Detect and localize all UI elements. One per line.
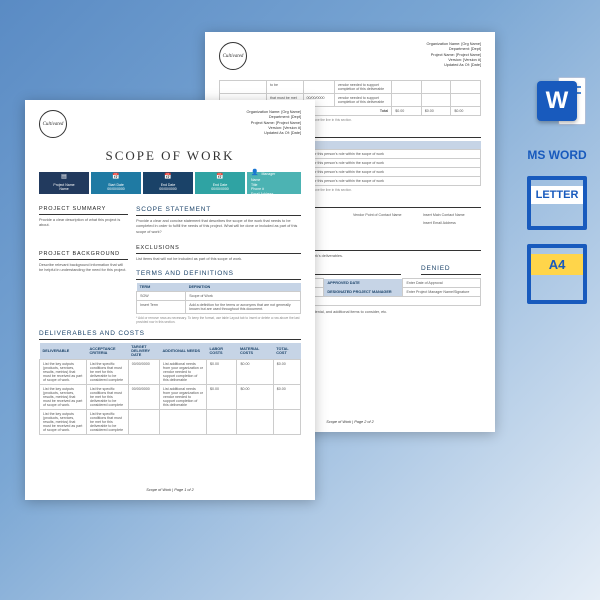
header-meta: Organization Name: [Org Name] Department… [247, 110, 301, 137]
tile-value: 00/00/0000 [159, 187, 177, 192]
section-terms: TERMS AND DEFINITIONS [136, 270, 301, 280]
tile-end-date: 📅 End Date 00/00/0000 [143, 172, 193, 194]
a4-label: A4 [531, 254, 583, 275]
logo-text: Cultivated [43, 122, 64, 127]
scope-statement-text: Provide a clear and concise statement th… [136, 219, 301, 235]
table-row: List the key outputs (products, services… [40, 360, 301, 385]
tile-manager: 👤 Manager Name Title Phone # Email Addre… [247, 172, 301, 194]
section-project-background: PROJECT BACKGROUND [39, 251, 128, 260]
meta-line: Updated As Of: [Date] [427, 63, 481, 68]
document-icon: ▤ [61, 174, 67, 182]
a4-size-badge: A4 [527, 244, 587, 304]
ms-word-label: MS WORD [527, 148, 586, 162]
document-page-1: Cultivated Organization Name: [Org Name]… [25, 100, 315, 500]
logo-circle: Cultivated [39, 110, 67, 138]
section-scope-statement: SCOPE STATEMENT [136, 206, 301, 216]
info-tiles-row: ▤ Project Name Name 📅 Start Date 00/00/0… [39, 172, 301, 194]
table-row: List the key outputs (products, services… [40, 385, 301, 410]
tile-label: Manager [261, 172, 275, 177]
calendar-icon: 📅 [112, 174, 119, 182]
calendar-icon: 📅 [216, 174, 223, 182]
tile-value: 00/00/0000 [107, 187, 125, 192]
section-project-summary: PROJECT SUMMARY [39, 206, 128, 215]
letter-label: LETTER [531, 186, 583, 204]
section-exclusions: EXCLUSIONS [136, 245, 301, 254]
format-badges: W MS WORD LETTER A4 [526, 70, 588, 304]
section-deliverables: DELIVERABLES AND COSTS [39, 330, 301, 340]
ms-word-badge: W [526, 70, 588, 132]
meta-line: Updated As Of: [Date] [247, 131, 301, 136]
tile-start-date: 📅 Start Date 00/00/0000 [91, 172, 141, 194]
terms-table: TERMDEFINITION SOWScope of Work Insert T… [136, 283, 301, 314]
section-denied: DENIED [421, 265, 481, 275]
deliverables-table: DELIVERABLE ACCEPTANCE CRITERIA TARGET D… [39, 343, 301, 435]
table-row: List the key outputs (products, services… [40, 410, 301, 435]
page-footer: Scope of Work | Page 1 of 2 [25, 488, 315, 492]
tile-project-name: ▤ Project Name Name [39, 172, 89, 194]
logo-circle: Cultivated [219, 42, 247, 70]
logo-text: Cultivated [223, 54, 244, 59]
tile-value: 00/00/0000 [211, 187, 229, 192]
person-icon: 👤 [251, 170, 258, 178]
tile-value: Name [59, 187, 68, 192]
header-meta: Organization Name: [Org Name] Department… [427, 42, 481, 69]
tile-end-date-2: 📅 End Date 00/00/0000 [195, 172, 245, 194]
project-summary-text: Provide a clear description of what this… [39, 218, 128, 229]
word-w-icon: W [537, 81, 577, 121]
letter-size-badge: LETTER [527, 176, 587, 230]
tile-value: Email Address [251, 192, 273, 197]
terms-footnote: * Add or remove rows as necessary. To ke… [136, 316, 301, 324]
calendar-icon: 📅 [164, 174, 171, 182]
project-background-text: Describe relevant background information… [39, 263, 128, 274]
page-title: SCOPE OF WORK [39, 148, 301, 164]
